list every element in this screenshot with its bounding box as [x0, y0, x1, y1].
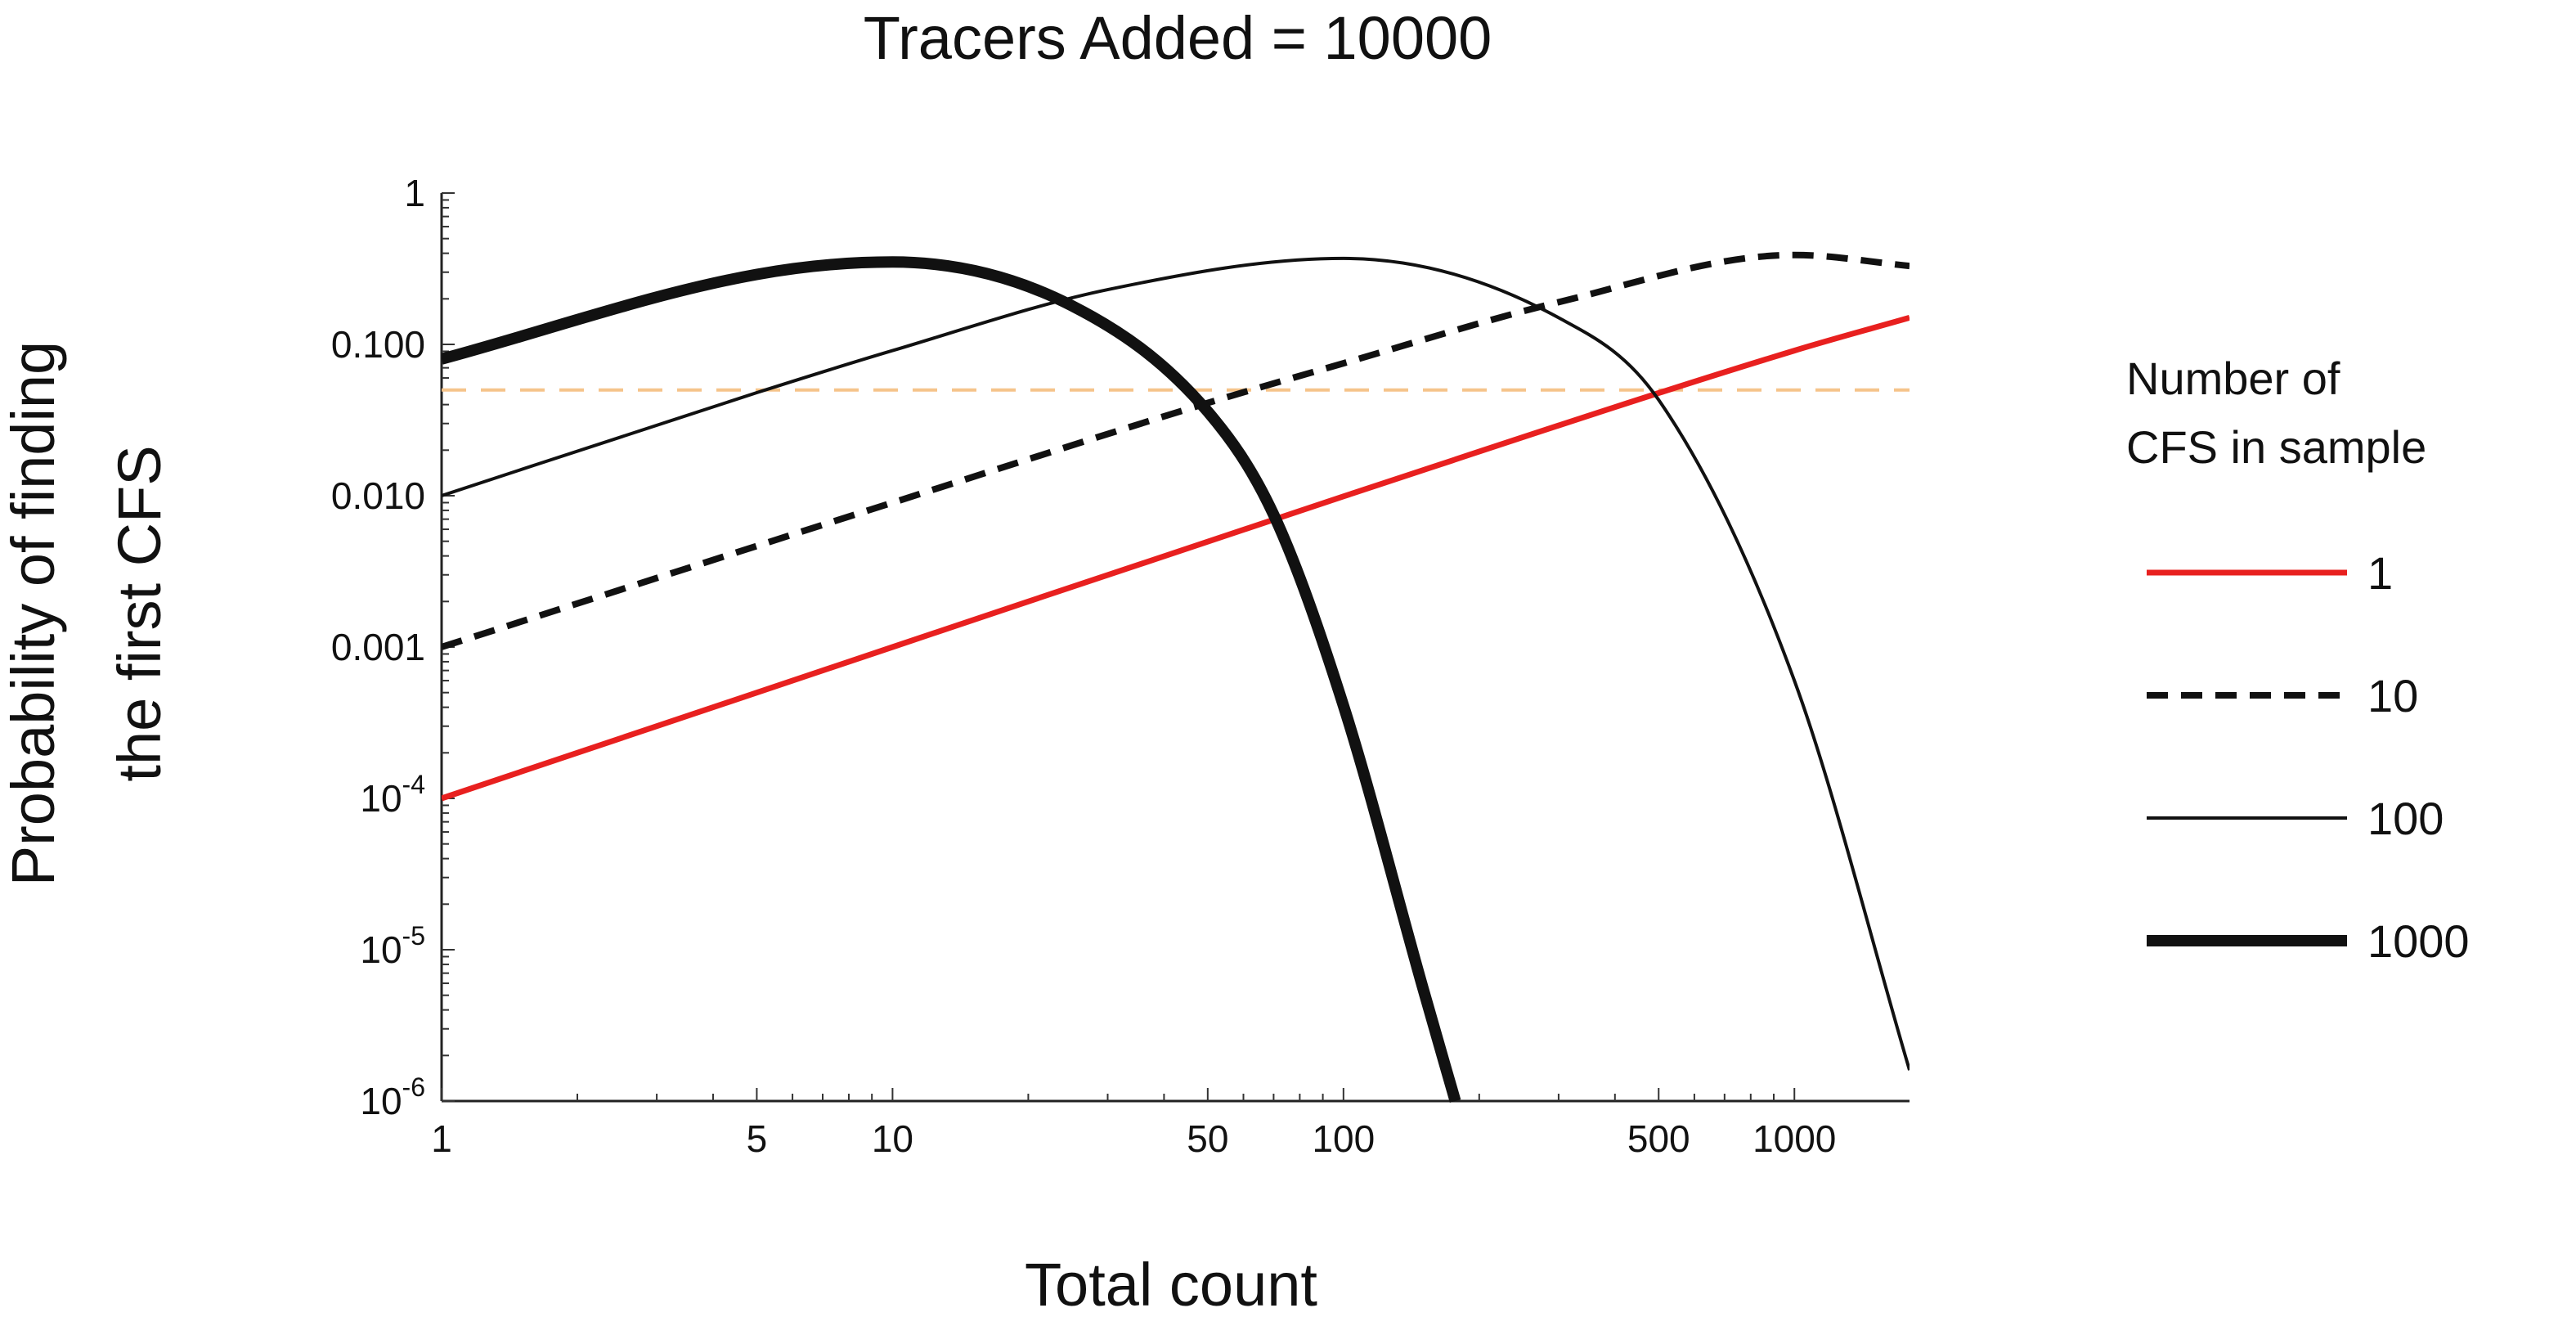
legend-label-100: 100 — [2367, 793, 2444, 844]
y-axis-title-line-1: Probability of finding — [0, 341, 67, 886]
legend-label-1: 1 — [2367, 547, 2393, 599]
legend-title-line-2: CFS in sample — [2126, 421, 2426, 473]
chart-title: Tracers Added = 10000 — [864, 4, 1492, 72]
plot-area: 1 5 10 50 100 500 1000 1 0.100 0.010 0.001 10-4 10-5… — [331, 172, 1910, 1160]
y-tick-label: 1 — [404, 172, 425, 214]
series-group — [442, 251, 1910, 1103]
legend-label-1000: 1000 — [2367, 915, 2470, 967]
x-axis-title: Total count — [1025, 1251, 1317, 1319]
x-tick-label: 100 — [1312, 1117, 1375, 1160]
legend-label-10: 10 — [2367, 670, 2418, 721]
x-tick-label: 1000 — [1752, 1117, 1836, 1160]
legend: Number of CFS in sample 1 10 100 1000 — [2126, 353, 2470, 967]
y-axis-title: Probability of finding the first CFS — [0, 341, 173, 886]
y-tick-label: 0.100 — [331, 323, 425, 366]
x-tick-label: 5 — [747, 1117, 768, 1160]
legend-title-line-1: Number of — [2126, 353, 2340, 404]
x-tick-label: 500 — [1627, 1117, 1690, 1160]
x-tick-label: 50 — [1187, 1117, 1228, 1160]
y-tick-label: 0.010 — [331, 474, 425, 517]
y-tick-label: 10-5 — [360, 921, 425, 971]
y-axis-title-line-2: the first CFS — [105, 445, 173, 781]
y-tick-label: 0.001 — [331, 626, 425, 668]
x-tick-label: 1 — [431, 1117, 452, 1160]
series-line-10 — [442, 251, 1910, 650]
y-tick-label: 10-6 — [360, 1072, 425, 1122]
series-line-1000 — [442, 256, 1461, 1103]
x-tick-label: 10 — [872, 1117, 913, 1160]
series-line-1 — [442, 315, 1910, 802]
y-tick-label: 10-4 — [360, 770, 425, 820]
series-line-100 — [442, 256, 1910, 1071]
